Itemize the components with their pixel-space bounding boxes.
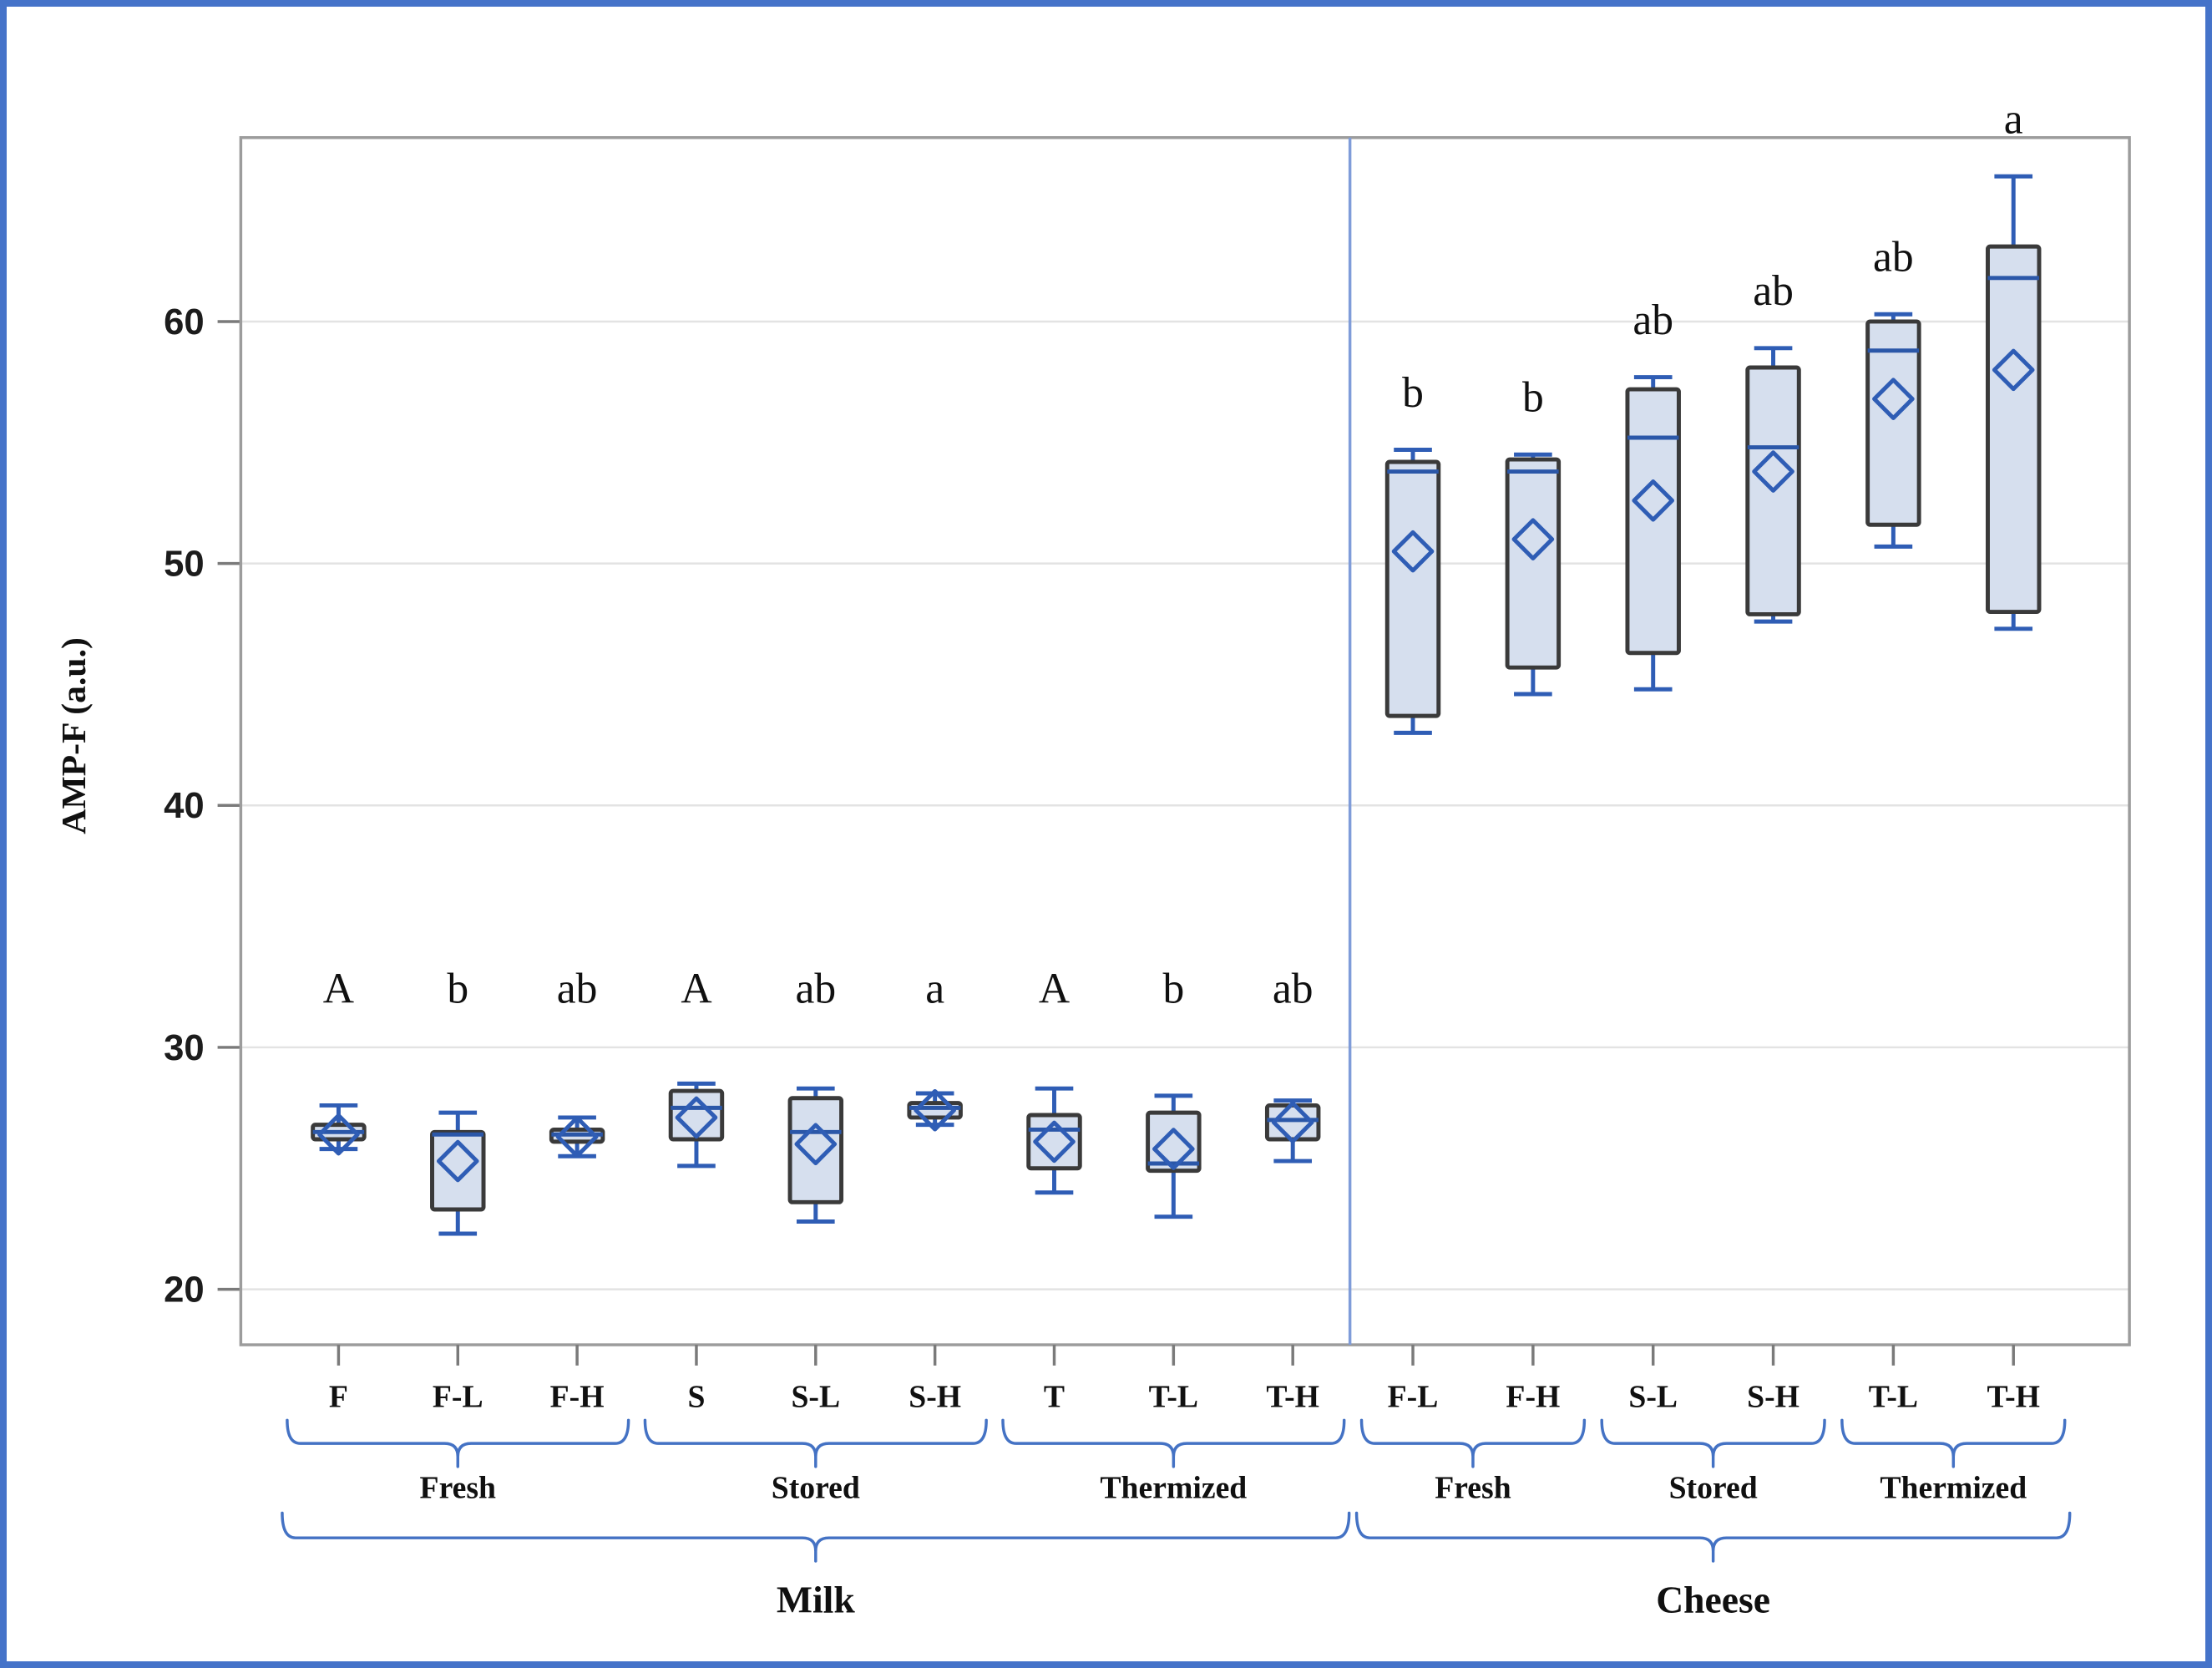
x-category-label: T-L	[1869, 1379, 1918, 1414]
y-tick-label: 40	[164, 785, 205, 826]
significance-letter: ab	[1632, 297, 1673, 344]
mean-diamond	[1511, 518, 1555, 560]
boxplot-cheese-T-H: a T-H	[1985, 96, 2042, 1414]
significance-letter: b	[1162, 965, 1184, 1012]
plot-border	[239, 135, 2131, 1346]
significance-letter: b	[1402, 369, 1424, 417]
brace-group-cheese	[1354, 1511, 2072, 1563]
x-category-label: S-H	[1747, 1379, 1799, 1414]
mean-diamond	[555, 1115, 599, 1158]
mean-diamond	[436, 1139, 479, 1183]
boxplot-cheese-S-H: ab S-H	[1745, 267, 1801, 1414]
boxplot-milk-F: AF	[311, 965, 367, 1414]
x-category-label: F-L	[433, 1379, 483, 1414]
mean-diamond	[1391, 530, 1435, 573]
iqr-box	[668, 1088, 725, 1142]
iqr-box	[430, 1129, 486, 1212]
mean-diamond	[1992, 348, 2035, 392]
y-tick-label: 30	[164, 1027, 205, 1068]
mean-diamond	[1271, 1101, 1314, 1144]
boxplot-milk-S: AS	[668, 965, 725, 1414]
x-category-label: T	[1044, 1379, 1065, 1414]
iqr-box	[787, 1096, 844, 1204]
x-category-label: F-H	[1506, 1379, 1560, 1414]
significance-letter: a	[925, 965, 944, 1012]
brace-thermized-cheese	[1840, 1418, 2067, 1468]
treatment-label: Stored	[1669, 1471, 1758, 1506]
brace-stored-cheese	[1600, 1418, 1826, 1468]
boxplot-milk-T-L: b T-L	[1146, 965, 1202, 1414]
x-category-label: T-H	[1987, 1379, 2040, 1414]
y-axis-title: AMP-F (a.u.)	[55, 637, 94, 834]
mean-diamond	[794, 1123, 838, 1166]
brace-group-milk	[281, 1511, 1351, 1563]
mean-diamond	[914, 1088, 956, 1132]
group-label: Cheese	[1656, 1578, 1770, 1620]
x-category-label: T-H	[1266, 1379, 1319, 1414]
iqr-box	[1865, 319, 1921, 527]
treatment-label: Thermized	[1880, 1471, 2027, 1506]
significance-letter: a	[2004, 96, 2023, 144]
x-category-label: S	[687, 1379, 705, 1414]
boxplot-milk-S-H: a S-H	[907, 965, 963, 1414]
x-category-label: F-L	[1388, 1379, 1439, 1414]
brace-thermized-milk	[1001, 1418, 1346, 1468]
significance-letter: ab	[1753, 267, 1794, 315]
boxplot-milk-F-H: ab F-H	[549, 965, 605, 1414]
significance-letter: A	[323, 965, 354, 1012]
mean-diamond	[317, 1113, 360, 1156]
significance-letter: ab	[1273, 965, 1314, 1012]
treatment-label: Fresh	[420, 1471, 496, 1506]
group-label: Milk	[777, 1578, 855, 1620]
boxplot-cheese-F-H: b F-H	[1505, 374, 1562, 1414]
mean-diamond	[1872, 378, 1915, 420]
brace-fresh-cheese	[1359, 1418, 1587, 1468]
boxplot-cheese-S-L: ab S-L	[1625, 297, 1681, 1414]
boxplot-milk-F-L: b F-L	[430, 965, 486, 1414]
iqr-box	[1505, 457, 1562, 670]
significance-letter: b	[1522, 374, 1544, 422]
significance-letter: ab	[795, 965, 836, 1012]
significance-letter: A	[681, 965, 711, 1012]
x-category-label: T-L	[1149, 1379, 1198, 1414]
boxplot-milk-T: AT	[1026, 965, 1082, 1414]
x-category-label: F	[329, 1379, 348, 1414]
significance-letter: A	[1039, 965, 1070, 1012]
x-category-label: S-L	[791, 1379, 840, 1414]
mean-diamond	[1752, 450, 1794, 493]
boxplot-cheese-F-L: b F-L	[1384, 369, 1441, 1414]
y-tick-label: 50	[164, 543, 205, 584]
mean-diamond	[1152, 1128, 1195, 1170]
boxplot-milk-S-L: ab S-L	[787, 965, 844, 1414]
y-tick-label: 60	[164, 302, 205, 342]
iqr-box	[1384, 459, 1441, 718]
brace-stored-milk	[643, 1418, 988, 1468]
significance-letter: ab	[557, 965, 598, 1012]
treatment-label: Stored	[772, 1471, 860, 1506]
significance-letter: b	[447, 965, 468, 1012]
significance-letter: ab	[1873, 234, 1914, 281]
mean-diamond	[1033, 1120, 1076, 1164]
brace-fresh-milk	[286, 1418, 630, 1468]
iqr-box	[1985, 244, 2042, 615]
y-tick-label: 20	[164, 1269, 205, 1310]
boxplot-milk-T-H: ab T-H	[1264, 965, 1321, 1414]
x-category-label: F-H	[550, 1379, 605, 1414]
treatment-label: Thermized	[1100, 1471, 1247, 1506]
treatment-label: Fresh	[1435, 1471, 1511, 1506]
x-category-label: S-L	[1628, 1379, 1678, 1414]
x-category-label: S-H	[909, 1379, 961, 1414]
mean-diamond	[1632, 479, 1675, 522]
boxplot-cheese-T-L: ab T-L	[1865, 234, 1921, 1414]
mean-diamond	[675, 1096, 718, 1139]
